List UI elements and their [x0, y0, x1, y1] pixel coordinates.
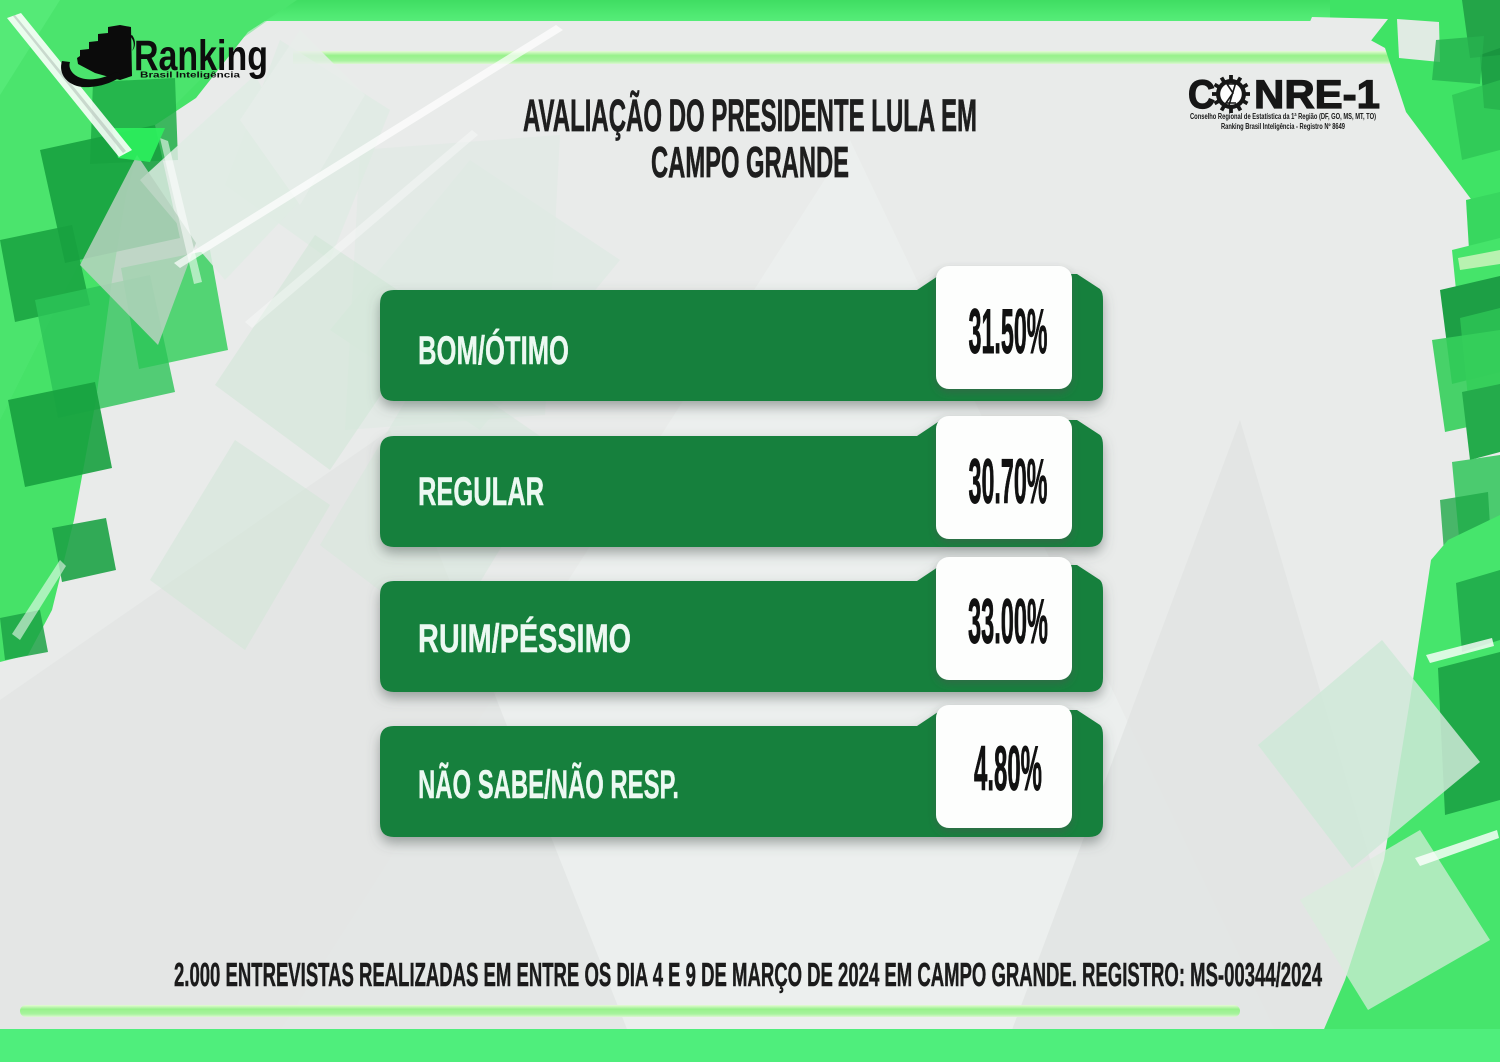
- svg-text:RUIM/PÉSSIMO: RUIM/PÉSSIMO: [418, 616, 631, 661]
- svg-text:4.80%: 4.80%: [974, 734, 1042, 804]
- svg-text:30.70%: 30.70%: [969, 447, 1048, 517]
- svg-text:Brasil Inteligência: Brasil Inteligência: [140, 71, 241, 80]
- svg-text:2.000 ENTREVISTAS REALIZADAS E: 2.000 ENTREVISTAS REALIZADAS EM ENTRE OS…: [174, 956, 1322, 993]
- svg-text:Conselho Regional de Estatísti: Conselho Regional de Estatística da 1ª R…: [1190, 112, 1376, 121]
- svg-text:31.50%: 31.50%: [969, 297, 1048, 367]
- svg-text:C: C: [1188, 73, 1215, 117]
- svg-text:Ranking Brasil Inteligência -: Ranking Brasil Inteligência - Registro N…: [1221, 122, 1345, 131]
- svg-text:Ranking: Ranking: [134, 32, 268, 80]
- svg-text:NRE-1: NRE-1: [1254, 73, 1380, 117]
- svg-text:AVALIAÇÃO DO PRESIDENTE LULA E: AVALIAÇÃO DO PRESIDENTE LULA EM: [523, 90, 977, 141]
- svg-text:33.00%: 33.00%: [968, 587, 1048, 657]
- svg-text:BOM/ÓTIMO: BOM/ÓTIMO: [418, 327, 569, 373]
- svg-text:CAMPO GRANDE: CAMPO GRANDE: [651, 138, 849, 187]
- svg-text:NÃO SABE/NÃO RESP.: NÃO SABE/NÃO RESP.: [418, 761, 679, 807]
- svg-text:REGULAR: REGULAR: [418, 470, 544, 514]
